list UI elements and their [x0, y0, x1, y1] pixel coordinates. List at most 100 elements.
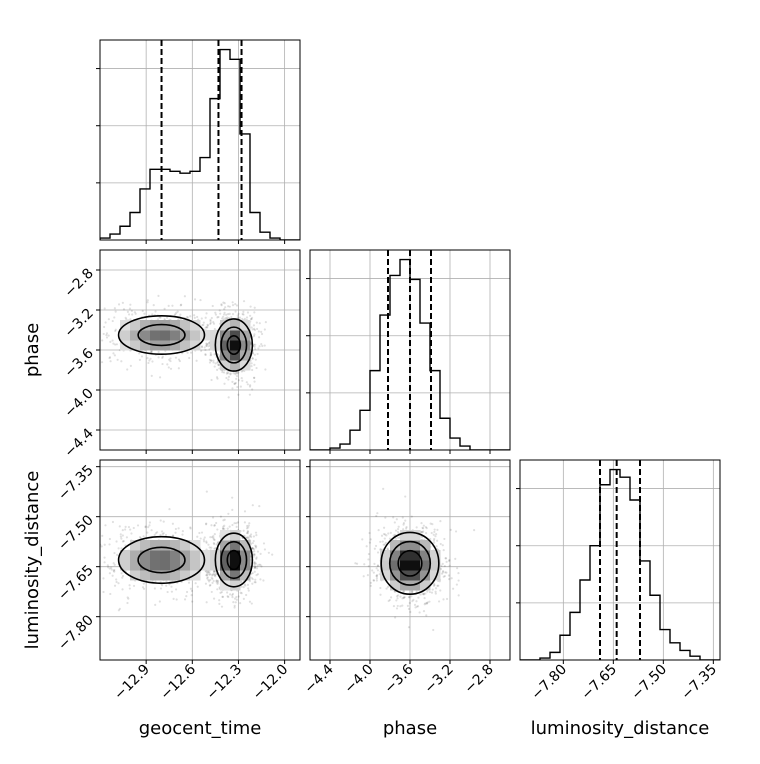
- sample-point: [375, 514, 378, 518]
- sample-point: [395, 607, 399, 610]
- panel-phase-luminosity_distance: −4.4 −4.0 −3.6 −3.2 −2.8: [301, 459, 511, 697]
- sample-point: [185, 595, 188, 598]
- sample-point: [100, 545, 103, 548]
- sample-point: [432, 584, 436, 587]
- sample-point: [401, 516, 404, 519]
- tick-label-y: −4.0: [61, 386, 96, 421]
- sample-point: [220, 304, 223, 307]
- sample-point: [438, 580, 441, 583]
- sample-point: [136, 524, 140, 527]
- sample-point: [209, 536, 212, 539]
- sample-point: [263, 548, 267, 551]
- sample-point: [251, 388, 254, 391]
- tick-label-x: −7.35: [679, 662, 721, 704]
- density-cell: [150, 560, 161, 571]
- contour-level-1: [380, 531, 440, 596]
- sample-point: [212, 597, 216, 600]
- sample-point: [429, 522, 432, 525]
- sample-point: [158, 600, 161, 603]
- density-cell: [220, 580, 231, 591]
- sample-point: [253, 353, 256, 356]
- sample-point: [232, 372, 235, 375]
- sample-point: [402, 523, 405, 526]
- sample-point: [126, 368, 129, 371]
- contour-level-1: [117, 315, 206, 355]
- sample-point: [160, 584, 164, 587]
- sample-point: [235, 304, 239, 307]
- sample-point: [234, 310, 237, 313]
- sample-point: [473, 529, 476, 532]
- sample-point: [108, 356, 112, 359]
- sample-point: [422, 593, 425, 596]
- sample-point: [250, 362, 253, 365]
- sample-point: [223, 382, 226, 385]
- sample-point: [202, 538, 205, 541]
- sample-point: [235, 371, 239, 375]
- sample-point: [433, 583, 436, 587]
- sample-point: [169, 367, 173, 370]
- sample-point: [454, 557, 457, 560]
- sample-point: [212, 359, 215, 362]
- sample-point: [111, 520, 115, 524]
- sample-point: [159, 533, 162, 537]
- sample-point: [177, 527, 180, 530]
- sample-point: [215, 543, 218, 546]
- density-cell: [130, 330, 141, 341]
- sample-point: [218, 364, 221, 367]
- sample-point: [103, 556, 106, 559]
- sample-point: [206, 577, 209, 580]
- sample-point: [431, 588, 434, 591]
- sample-point: [238, 316, 242, 319]
- sample-point: [253, 306, 256, 309]
- sample-point: [376, 564, 380, 567]
- sample-point: [218, 602, 221, 605]
- sample-point: [403, 596, 406, 599]
- tick-label-x: −7.65: [579, 662, 621, 704]
- sample-point: [185, 315, 189, 319]
- sample-point: [220, 605, 224, 608]
- sample-point: [233, 604, 236, 607]
- sample-point: [190, 589, 194, 592]
- sample-point: [209, 322, 212, 326]
- sample-point: [213, 524, 216, 527]
- density-cell: [200, 560, 211, 571]
- contour-level-2: [388, 540, 432, 586]
- sample-point: [207, 543, 210, 546]
- sample-point: [387, 599, 390, 603]
- sample-point: [434, 535, 437, 538]
- sample-point: [200, 345, 204, 348]
- sample-point: [206, 343, 209, 346]
- sample-point: [443, 564, 446, 568]
- sample-point: [205, 574, 209, 577]
- sample-point: [411, 590, 414, 593]
- sample-point: [255, 327, 259, 331]
- sample-point: [411, 600, 414, 603]
- density-cell: [170, 340, 181, 351]
- density-cell: [410, 540, 421, 551]
- sample-point: [253, 560, 256, 564]
- axis-label-x-phase: phase: [383, 718, 437, 739]
- sample-point: [209, 354, 212, 357]
- sample-point: [226, 316, 229, 319]
- density-cell: [240, 540, 251, 551]
- sample-point: [422, 609, 426, 613]
- sample-point: [454, 530, 458, 533]
- sample-point: [407, 626, 411, 629]
- sample-point: [157, 350, 160, 354]
- sample-point: [393, 533, 397, 536]
- sample-point: [138, 535, 142, 539]
- sample-point: [248, 600, 252, 603]
- sample-point: [227, 316, 231, 320]
- sample-point: [366, 573, 369, 577]
- sample-point: [255, 574, 258, 577]
- sample-point: [215, 580, 218, 583]
- sample-point: [177, 358, 181, 361]
- sample-point: [94, 568, 96, 570]
- sample-point: [384, 541, 387, 544]
- sample-point: [428, 600, 431, 603]
- sample-point: [122, 308, 126, 311]
- sample-point: [253, 567, 256, 570]
- sample-point: [222, 318, 225, 321]
- contour-level-1: [214, 532, 254, 588]
- sample-point: [196, 585, 199, 588]
